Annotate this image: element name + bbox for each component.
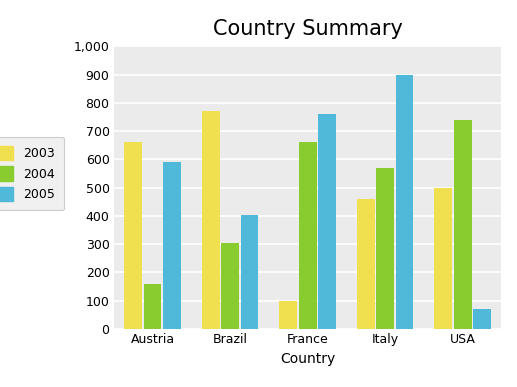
Bar bbox=[376, 168, 394, 329]
Bar bbox=[240, 214, 258, 329]
Bar bbox=[279, 301, 297, 329]
Bar bbox=[357, 199, 375, 329]
Title: Country Summary: Country Summary bbox=[212, 19, 403, 39]
Bar bbox=[318, 114, 336, 329]
Bar bbox=[163, 162, 181, 329]
Bar bbox=[221, 243, 239, 329]
Bar bbox=[124, 142, 142, 329]
Bar bbox=[473, 309, 491, 329]
Bar bbox=[299, 142, 316, 329]
Bar bbox=[454, 120, 472, 329]
Bar bbox=[202, 111, 220, 329]
Bar bbox=[434, 188, 452, 329]
Bar bbox=[396, 75, 414, 329]
X-axis label: Country: Country bbox=[280, 352, 335, 366]
Bar bbox=[144, 284, 161, 329]
Legend: 2003, 2004, 2005: 2003, 2004, 2005 bbox=[0, 137, 64, 210]
